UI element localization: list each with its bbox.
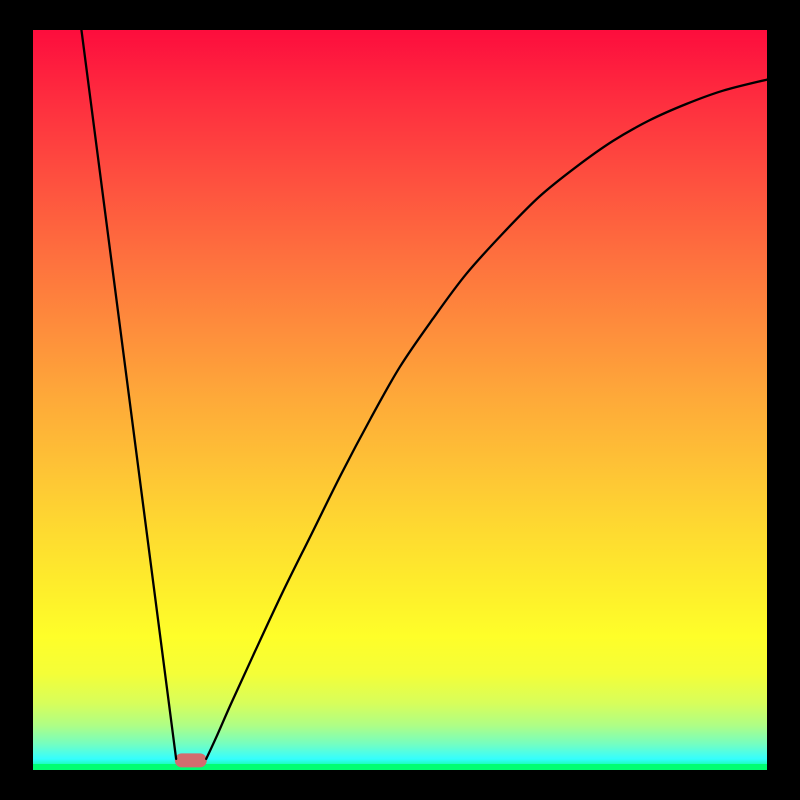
bottleneck-chart — [0, 0, 800, 800]
chart-container: TheBottleneck.com — [0, 0, 800, 800]
bottleneck-marker — [175, 753, 207, 767]
